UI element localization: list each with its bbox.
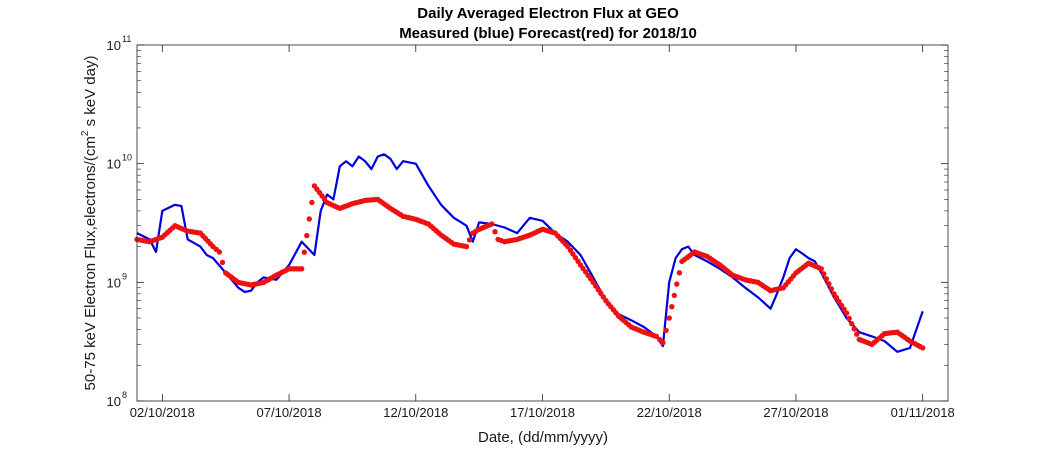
forecast-flux-dots — [134, 183, 926, 351]
forecast-point — [833, 295, 840, 301]
x-axis-label: Date, (dd/mm/yyyy) — [478, 429, 608, 446]
y-tick-label: 10 — [107, 275, 121, 290]
forecast-point — [818, 266, 824, 272]
forecast-point — [854, 331, 860, 337]
forecast-point — [676, 270, 683, 276]
y-axis-label-rest: s keV day) — [82, 56, 99, 131]
forecast-point — [299, 266, 305, 272]
forecast-point — [309, 199, 315, 206]
y-tick-label: 10 — [107, 394, 121, 409]
forecast-point — [301, 249, 307, 255]
x-tick-label: 17/10/2018 — [510, 405, 575, 420]
forecast-point — [831, 291, 837, 297]
forecast-point — [674, 281, 680, 287]
x-tick-label: 07/10/2018 — [257, 405, 322, 420]
x-axis: 02/10/2018 07/10/2018 12/10/2018 17/10/2018… — [130, 45, 955, 420]
forecast-point — [841, 306, 847, 312]
measured-flux-line — [136, 153, 924, 353]
chart-title: Daily Averaged Electron Flux at GEO — [417, 5, 679, 22]
x-tick-label: 22/10/2018 — [637, 405, 702, 420]
forecast-point — [851, 326, 857, 332]
forecast-point — [306, 216, 312, 222]
forecast-point — [826, 281, 832, 287]
forecast-point — [828, 286, 835, 292]
chart-subtitle: Measured (blue) Forecast(red) for 2018/1… — [399, 25, 697, 42]
forecast-point — [463, 243, 470, 250]
forecast-point — [836, 298, 842, 305]
y-tick-exponent: 8 — [122, 390, 127, 400]
forecast-point — [660, 340, 666, 346]
x-tick-label: 02/10/2018 — [130, 405, 195, 420]
y-axis-label-main: 50-75 keV Electron Flux,electrons/(cm — [82, 136, 99, 390]
forecast-point — [843, 310, 850, 316]
y-tick-exponent: 10 — [122, 153, 132, 163]
x-tick-label: 27/10/2018 — [763, 405, 828, 420]
plot-content — [134, 153, 926, 353]
forecast-point — [666, 315, 672, 321]
forecast-point — [216, 249, 223, 255]
y-axis-label-superscript: 2 — [80, 130, 91, 136]
forecast-point — [920, 345, 926, 351]
forecast-point — [846, 315, 852, 322]
y-tick-exponent: 9 — [122, 271, 127, 281]
forecast-point — [304, 232, 310, 239]
forecast-point — [821, 271, 827, 277]
forecast-point — [671, 292, 677, 299]
y-tick-exponent: 11 — [122, 34, 131, 44]
y-tick-label: 10 — [107, 157, 121, 172]
forecast-point — [849, 321, 855, 327]
x-tick-label: 01/11/2018 — [891, 405, 955, 420]
forecast-point — [466, 237, 473, 243]
forecast-point — [492, 229, 498, 235]
forecast-point — [838, 302, 845, 309]
forecast-point — [663, 327, 669, 334]
forecast-point — [219, 259, 226, 266]
forecast-point — [669, 304, 675, 310]
plot-frame — [136, 44, 949, 402]
forecast-point — [823, 276, 830, 282]
y-axis-label: 50-75 keV Electron Flux,electrons/(cm2 s… — [80, 56, 99, 391]
x-tick-label: 12/10/2018 — [383, 405, 448, 420]
y-tick-label: 10 — [107, 38, 121, 53]
forecast-point — [489, 221, 495, 227]
